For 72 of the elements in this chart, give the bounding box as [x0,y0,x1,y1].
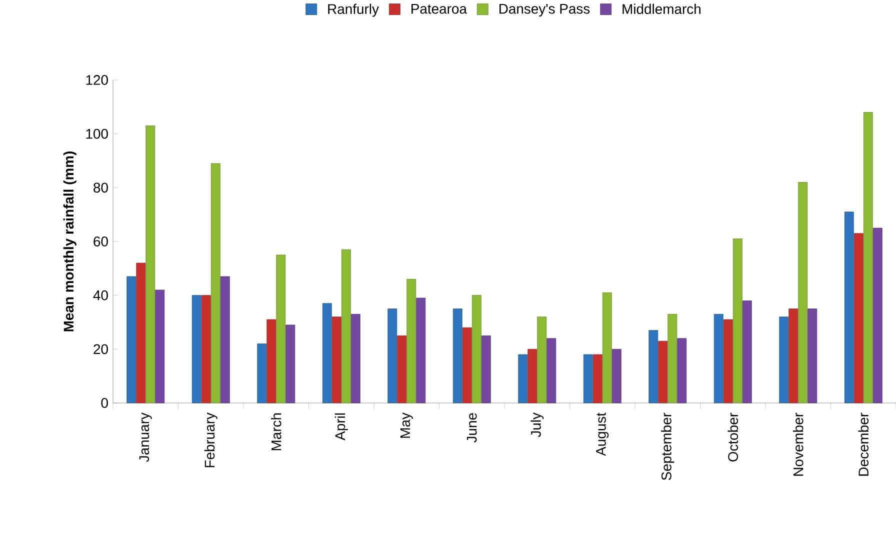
bar [136,262,146,404]
bar [472,295,482,404]
bar [192,295,202,404]
bar [808,308,818,404]
y-tick-label: 100 [86,128,108,139]
x-tick-label: October [728,412,738,462]
x-tick-label: July [530,412,544,438]
bar [220,276,230,404]
bar [397,336,407,404]
bar [602,292,612,404]
y-tick-label: 80 [94,182,108,193]
legend-label: Dansey's Pass [499,4,590,17]
bar [583,354,593,404]
bar [452,308,462,404]
bar [341,249,351,404]
bar [537,316,547,404]
legend-label: Middlemarch [622,4,700,14]
bar [677,338,687,404]
y-tick-label: 60 [94,236,108,246]
bar [592,354,602,404]
x-tick-label: February [204,412,218,468]
bar [126,276,136,404]
bar [155,290,165,404]
bar [518,354,528,404]
x-tick-label: November [793,412,804,476]
bar [266,319,276,404]
x-tick-label: April [334,413,348,440]
y-tick-label: 40 [93,290,108,300]
bar [546,338,556,404]
y-tick-label: 120 [86,75,108,85]
x-tick-label: March [271,413,282,450]
x-tick-label: September [661,412,674,480]
x-tick-label: January [139,412,152,462]
bar [210,163,220,404]
bar [742,300,752,404]
bar [648,330,658,404]
legend-label: Patearoa [411,4,467,14]
bar [286,324,296,404]
bar [723,319,733,404]
bar [612,348,622,404]
bar [416,298,426,404]
bar [854,233,864,404]
bar [779,316,789,404]
bar [257,344,267,404]
bar [528,348,538,404]
bar [668,314,678,404]
bar [844,212,854,404]
bar [350,314,360,404]
bar [276,254,286,404]
x-tick-label: May [400,412,413,438]
bar [788,308,798,404]
bar [798,182,808,404]
y-tick-label: 0 [101,398,108,408]
x-tick-label: August [596,412,609,456]
bar [732,238,742,404]
bar [872,228,882,404]
x-tick-label: June [467,413,477,443]
bar [714,314,724,404]
x-tick-label: December [858,412,869,476]
bar [863,112,873,404]
bar [406,278,416,404]
bar [146,126,156,404]
bar [462,327,472,404]
bar [658,340,668,404]
bar [332,316,342,404]
y-tick-label: 20 [94,344,108,354]
bar [322,303,332,404]
bar [388,308,398,404]
bar [481,336,491,404]
y-axis-title: Mean monthly rainfall (mm) [63,152,76,332]
bar [201,295,211,404]
legend-label: Ranfurly [328,4,379,17]
